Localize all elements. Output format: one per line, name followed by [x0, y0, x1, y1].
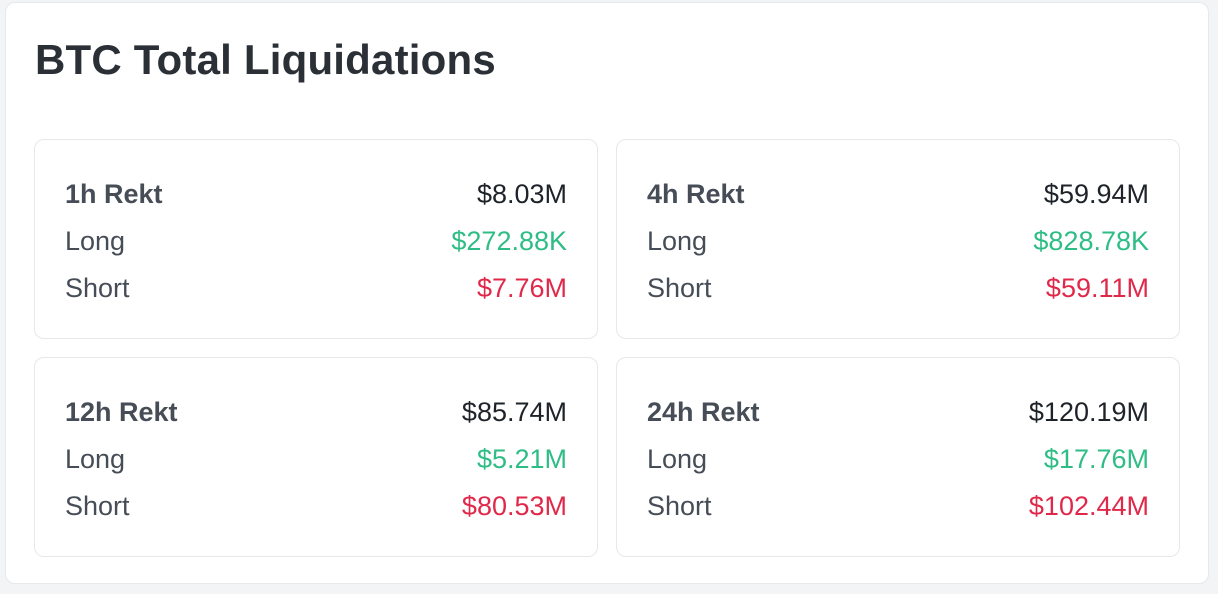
- period-label: 1h Rekt: [65, 179, 163, 209]
- short-row: Short $7.76M: [65, 271, 567, 305]
- long-label: Long: [65, 226, 126, 256]
- long-value: $272.88K: [451, 226, 567, 256]
- total-row: 12h Rekt $85.74M: [65, 395, 567, 429]
- short-row: Short $80.53M: [65, 489, 567, 523]
- short-value: $102.44M: [1028, 491, 1149, 521]
- long-value: $828.78K: [1033, 226, 1149, 256]
- total-value: $59.94M: [1043, 179, 1149, 209]
- short-label: Short: [647, 273, 712, 303]
- short-label: Short: [65, 491, 130, 521]
- period-label: 4h Rekt: [647, 179, 745, 209]
- card-12h: 12h Rekt $85.74M Long $5.21M Short $80.5…: [34, 357, 598, 557]
- panel-title: BTC Total Liquidations: [35, 36, 496, 83]
- total-value: $120.19M: [1028, 397, 1149, 427]
- period-label: 12h Rekt: [65, 397, 178, 427]
- total-row: 4h Rekt $59.94M: [647, 177, 1149, 211]
- total-value: $85.74M: [461, 397, 567, 427]
- long-label: Long: [65, 444, 126, 474]
- card-4h: 4h Rekt $59.94M Long $828.78K Short $59.…: [616, 139, 1180, 339]
- long-row: Long $828.78K: [647, 224, 1149, 258]
- long-row: Long $17.76M: [647, 442, 1149, 476]
- total-row: 1h Rekt $8.03M: [65, 177, 567, 211]
- short-label: Short: [647, 491, 712, 521]
- total-row: 24h Rekt $120.19M: [647, 395, 1149, 429]
- short-row: Short $102.44M: [647, 489, 1149, 523]
- short-row: Short $59.11M: [647, 271, 1149, 305]
- long-row: Long $272.88K: [65, 224, 567, 258]
- long-row: Long $5.21M: [65, 442, 567, 476]
- long-label: Long: [647, 444, 708, 474]
- short-value: $59.11M: [1045, 273, 1149, 303]
- long-label: Long: [647, 226, 708, 256]
- short-value: $7.76M: [476, 273, 567, 303]
- card-24h: 24h Rekt $120.19M Long $17.76M Short $10…: [616, 357, 1180, 557]
- long-value: $5.21M: [476, 444, 567, 474]
- period-label: 24h Rekt: [647, 397, 760, 427]
- long-value: $17.76M: [1043, 444, 1149, 474]
- card-1h: 1h Rekt $8.03M Long $272.88K Short $7.76…: [34, 139, 598, 339]
- short-value: $80.53M: [461, 491, 567, 521]
- total-value: $8.03M: [476, 179, 567, 209]
- short-label: Short: [65, 273, 130, 303]
- liquidations-panel: BTC Total Liquidations 1h Rekt $8.03M Lo…: [5, 2, 1209, 584]
